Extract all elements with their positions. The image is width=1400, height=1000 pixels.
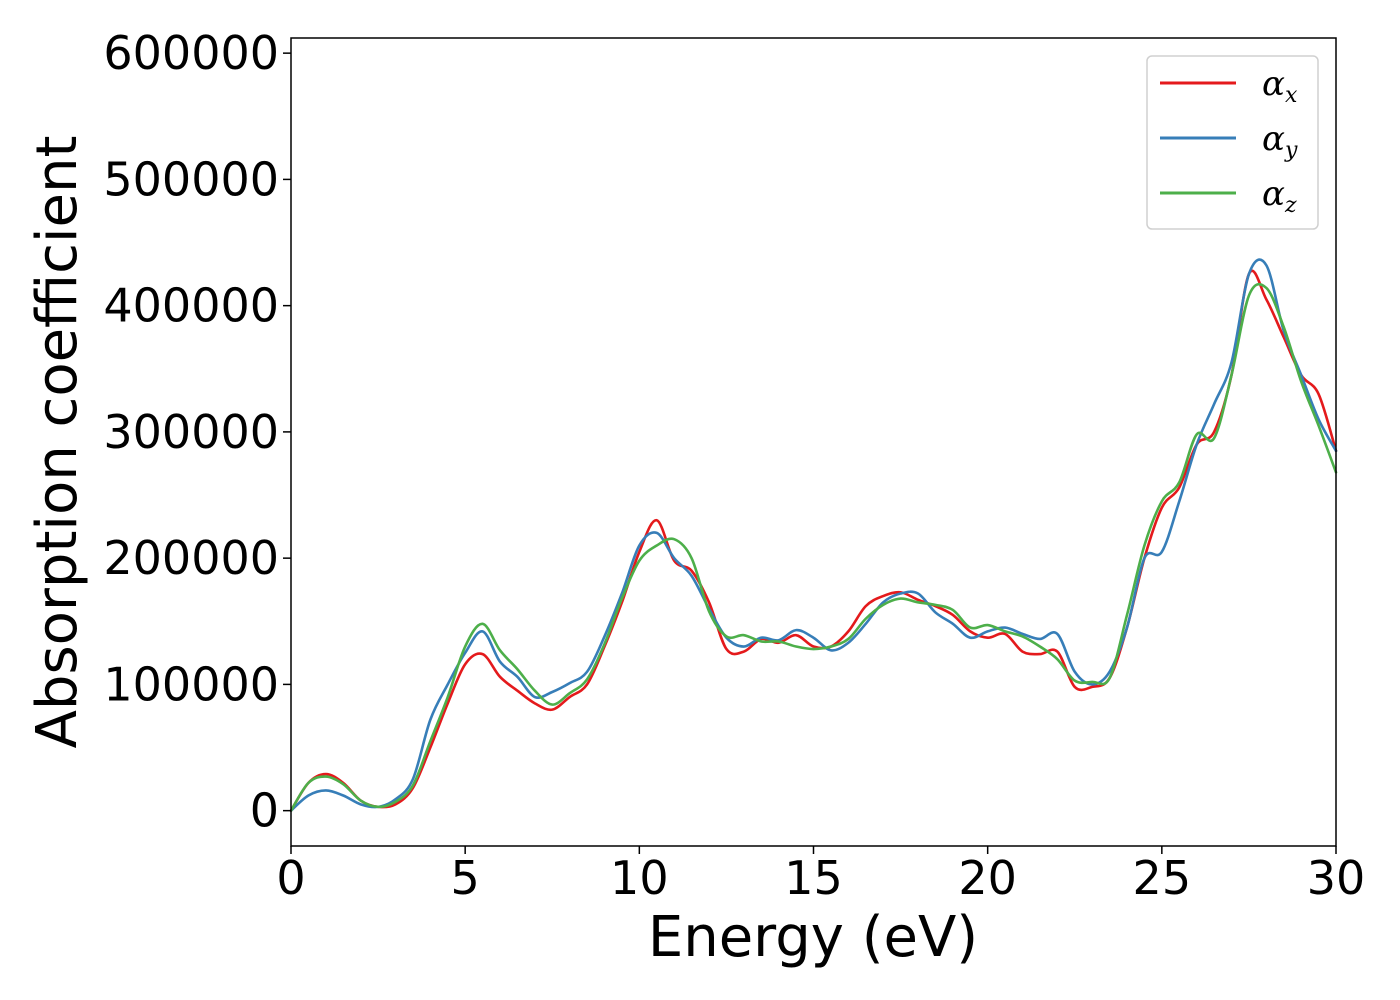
y-tick-label: 0 — [250, 784, 279, 838]
legend-subscript-alpha-x: x — [1285, 83, 1298, 108]
legend-subscript-alpha-z: z — [1284, 193, 1297, 218]
y-tick-label: 400000 — [103, 279, 279, 333]
x-tick-label: 20 — [958, 851, 1017, 905]
legend-box — [1146, 55, 1319, 230]
legend-label-alpha-z: αz — [1262, 174, 1297, 218]
legend-label-alpha-x: αx — [1262, 64, 1298, 108]
x-axis-label: Energy (eV) — [648, 905, 978, 970]
legend-label-alpha-y: αy — [1262, 119, 1298, 163]
y-tick-label: 100000 — [103, 657, 279, 711]
legend-symbol-alpha-x: α — [1262, 64, 1285, 104]
legend-subscript-alpha-y: y — [1284, 138, 1298, 163]
series-line-alpha-y — [289, 258, 1338, 812]
y-tick-label: 300000 — [103, 405, 279, 459]
y-tick-label: 500000 — [103, 152, 279, 206]
x-tick-label: 25 — [1133, 851, 1192, 905]
series-layer — [289, 258, 1338, 812]
x-tick-label: 30 — [1307, 851, 1366, 905]
x-tick-label: 0 — [276, 851, 305, 905]
legend-symbol-alpha-z: α — [1262, 174, 1285, 214]
legend-symbol-alpha-y: α — [1262, 119, 1285, 159]
y-axis-label: Absorption coefficient — [25, 136, 90, 749]
x-tick-label: 10 — [610, 851, 669, 905]
legend: αx αy αz — [1146, 55, 1319, 230]
y-tick-label: 200000 — [103, 531, 279, 585]
x-tick-label: 15 — [784, 851, 843, 905]
y-tick-label: 600000 — [103, 26, 279, 80]
series-line-alpha-x — [289, 269, 1338, 812]
series-line-alpha-z — [289, 282, 1338, 812]
x-tick-label: 5 — [451, 851, 480, 905]
tick-layer: 0 5 10 15 20 25 30 0 100000 200000 300000 400000 500… — [103, 26, 1365, 905]
